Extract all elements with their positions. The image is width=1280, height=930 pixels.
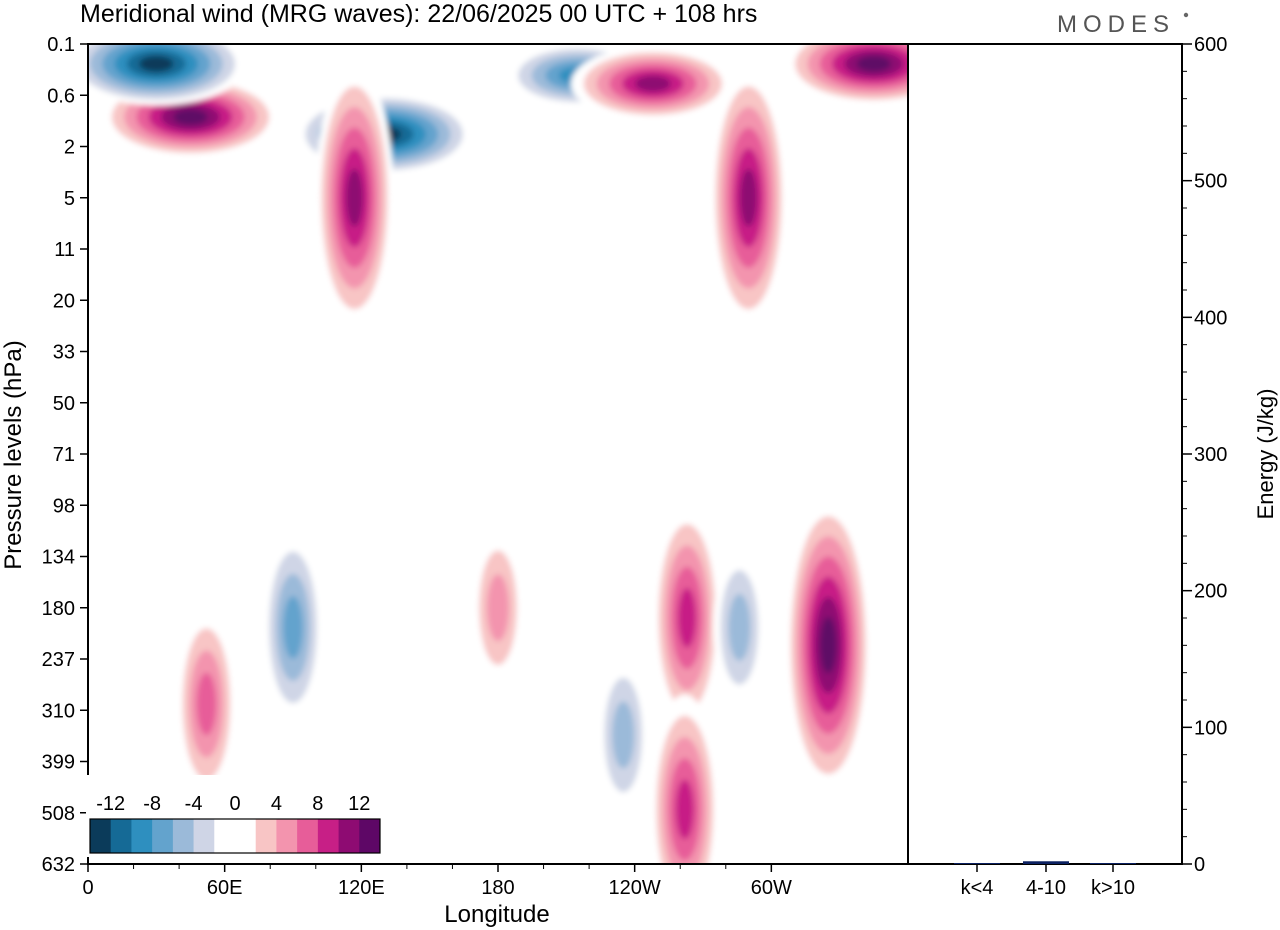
energy-tick-label: 300 <box>1194 444 1227 466</box>
colorbar-swatch <box>172 819 194 853</box>
colorbar-swatch <box>317 819 339 853</box>
x-tick-label: 60W <box>751 877 792 899</box>
colorbar-swatch <box>90 819 112 853</box>
contour-level <box>677 588 697 648</box>
y-tick-label: 71 <box>53 444 75 466</box>
contour-plot <box>87 43 909 865</box>
contour-level <box>196 672 217 736</box>
energy-category-label: k<4 <box>961 877 994 899</box>
contour-level <box>728 593 751 661</box>
x-axis-label: Longitude <box>444 901 549 928</box>
colorbar-label: 4 <box>271 793 282 815</box>
y-tick-label: 399 <box>42 752 75 774</box>
y-tick-label: 33 <box>53 342 75 364</box>
energy-category-label: 4-10 <box>1026 877 1066 899</box>
energy-panel: 0 100 200 300 400 500 600 k<4 4-10 k>10 Energy (… <box>907 34 1278 899</box>
x-tick-label: 60E <box>207 877 243 899</box>
y-tick-label: 0.6 <box>47 85 75 107</box>
contour-level <box>283 596 303 659</box>
contour-level <box>487 574 509 642</box>
colorbar-swatch <box>152 819 174 853</box>
colorbar-swatch <box>131 819 153 853</box>
y-tick-label: 310 <box>42 700 75 722</box>
energy-tick-label: 200 <box>1194 581 1227 603</box>
colorbar-swatch <box>276 819 298 853</box>
y-tick-label: 0.1 <box>47 34 75 56</box>
colorbar-swatch <box>338 819 360 853</box>
x-tick-label: 0 <box>82 877 93 899</box>
colorbar-swatch <box>110 819 132 853</box>
energy-bar <box>954 863 1000 864</box>
energy-bar <box>1090 863 1136 864</box>
colorbar-label: -8 <box>143 793 161 815</box>
modes-logo: MODES <box>1057 11 1175 38</box>
contour-level <box>675 779 694 840</box>
colorbar-label: 12 <box>348 793 370 815</box>
y-tick-label: 632 <box>42 854 75 876</box>
colorbar-swatch <box>359 819 381 853</box>
energy-tick-label: 500 <box>1194 171 1227 193</box>
y-tick-label: 237 <box>42 649 75 671</box>
contour-level <box>634 75 671 92</box>
energy-tick-label: 600 <box>1194 34 1227 56</box>
colorbar-swatch <box>214 819 236 853</box>
colorbar-label: 0 <box>229 793 240 815</box>
energy-category-label: k>10 <box>1091 877 1135 899</box>
energy-frame <box>907 43 1183 865</box>
colorbar-swatch <box>255 819 277 853</box>
y-tick-label: 20 <box>53 290 75 312</box>
colorbar-legend: -12 -8 -4 0 4 8 12 <box>86 775 386 857</box>
colorbar-border <box>89 818 381 854</box>
contour-level <box>173 109 208 125</box>
colorbar-swatch <box>193 819 215 853</box>
contour-level <box>345 168 364 227</box>
y-tick-label: 508 <box>42 803 75 825</box>
y-tick-label: 134 <box>42 547 75 569</box>
contour-level <box>856 55 892 72</box>
contour-level <box>612 701 635 769</box>
energy-categories: k<4 4-10 k>10 <box>961 864 1135 899</box>
y-tick-label: 50 <box>53 393 75 415</box>
colorbar-label: -12 <box>96 793 125 815</box>
y-axis-label: Pressure levels (hPa) <box>0 340 27 569</box>
y-tick-label: 98 <box>53 495 75 517</box>
colorbar-label: -4 <box>185 793 203 815</box>
energy-tick-label: 400 <box>1194 307 1227 329</box>
energy-bars <box>954 861 1136 864</box>
x-tick-label: 120W <box>609 877 661 899</box>
contour-level <box>820 616 837 674</box>
contour-level <box>139 55 174 72</box>
energy-y-label: Energy (J/kg) <box>1253 389 1278 520</box>
contour-level <box>739 168 758 227</box>
y-axis: 0.1 0.6 2 5 11 20 33 50 71 98 134 180 237 310 399 508 63… <box>42 34 88 876</box>
y-tick-label: 2 <box>64 137 75 159</box>
energy-tick-label: 0 <box>1194 854 1205 876</box>
chart-title: Meridional wind (MRG waves): 22/06/2025 … <box>80 0 757 28</box>
x-tick-label: 180 <box>481 877 514 899</box>
x-tick-label: 120E <box>338 877 385 899</box>
colorbar-label: 8 <box>312 793 323 815</box>
logo-mark <box>1183 12 1189 18</box>
y-tick-label: 11 <box>54 239 75 261</box>
y-tick-label: 5 <box>64 188 75 210</box>
x-axis: 0 60E 120E 180 120W 60W <box>82 864 792 899</box>
energy-tick-label: 100 <box>1194 717 1227 739</box>
contour-fills <box>88 44 908 864</box>
colorbar-swatch <box>297 819 319 853</box>
y-tick-label: 180 <box>42 598 75 620</box>
energy-y-axis: 0 100 200 300 400 500 600 <box>1182 34 1227 876</box>
colorbar-swatch <box>235 819 257 853</box>
energy-bar <box>1023 861 1069 864</box>
